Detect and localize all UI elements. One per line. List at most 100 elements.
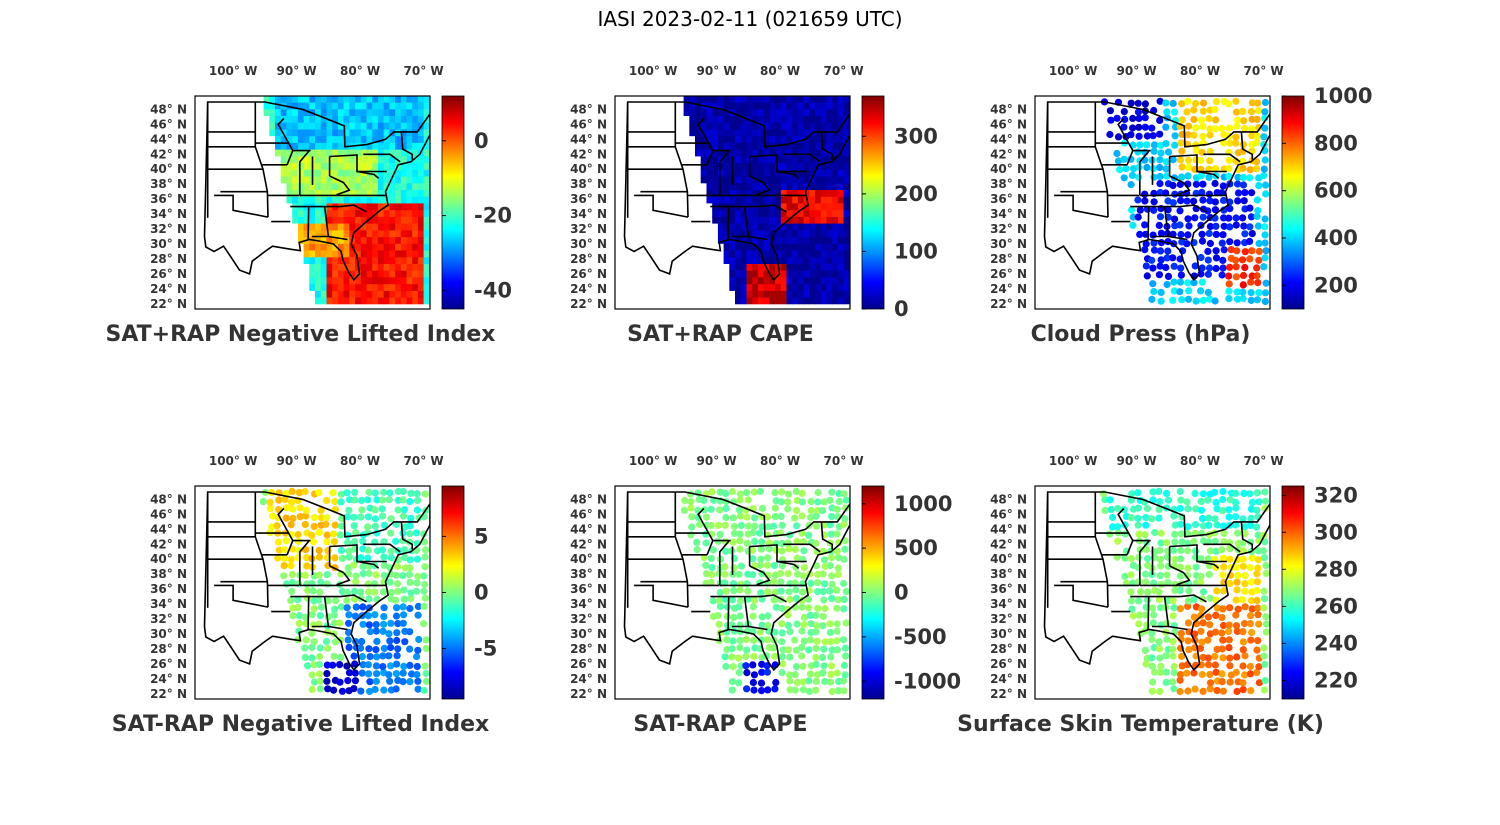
swath-cell [809,122,816,130]
state-border [329,154,358,158]
swath-cell [286,182,293,190]
sounding-dot [1239,539,1247,547]
swath-cell [343,290,350,298]
swath-cell [377,196,385,204]
sounding-dot [1247,278,1255,286]
swath-cell [843,196,850,204]
swath-cell [406,122,413,130]
sounding-dot [316,685,324,693]
swath-cell [803,182,810,190]
sounding-dot [722,504,730,512]
sounding-dot [406,564,414,572]
sounding-dot [364,580,372,588]
sounding-dot [1141,221,1149,229]
swath-cell [406,142,413,150]
swath-cell [712,209,719,217]
swath-cell [820,202,828,211]
swath-cell [297,196,305,204]
state-borders [1043,491,1270,672]
swath-cell [315,250,322,258]
swath-cell [406,115,413,123]
swath-cell [740,142,748,150]
sounding-dot [729,538,737,546]
sounding-dot [357,644,365,652]
swath-cell [412,263,419,271]
sounding-dot [1156,262,1164,270]
sounding-dot [786,653,794,661]
swath-cell [337,135,345,143]
sounding-dot [1225,513,1233,521]
sounding-dot [1170,685,1178,693]
swath-cell [706,182,713,190]
swath-cell [780,276,788,285]
sounding-dot [707,521,715,530]
swath-cell [780,128,788,137]
swath-cell [706,135,713,143]
sounding-dot [1233,288,1241,296]
swath-cell [286,122,293,130]
sounding-dot [1247,597,1256,605]
sounding-dot [323,496,331,505]
swath-cell [740,290,748,298]
sounding-dot [736,512,745,520]
swath-cell [395,223,402,231]
sounding-dot [1204,496,1212,504]
sounding-dot [1213,521,1221,529]
swath-cell [723,250,730,258]
swath-cell [757,270,765,278]
sounding-dot [743,539,751,547]
sounding-dot [371,522,379,530]
sounding-dot [295,612,303,620]
sounding-dot [1226,238,1234,246]
swath-cell [826,290,833,298]
sounding-dot [394,620,402,628]
swath-cell [315,256,322,264]
sounding-dot [721,570,729,578]
swath-cell [769,276,776,285]
swath-cell [769,256,776,264]
swath-cell [757,243,765,251]
state-border [1147,206,1150,241]
sounding-dot [1233,295,1242,303]
sounding-dot [296,513,304,521]
sounding-dot [793,678,801,686]
swath-cell [366,122,373,130]
swath-cell [735,169,742,177]
swath-cell [412,223,419,231]
swath-cell [763,216,770,224]
sounding-dot [1192,100,1200,108]
swath-cell [723,162,730,170]
sounding-dot [1163,108,1171,116]
swath-cell [746,122,753,130]
sounding-dot [1197,116,1206,124]
sounding-dot [1141,190,1149,198]
sounding-dot [1247,514,1255,522]
sounding-dot [728,547,736,555]
sounding-dot [393,636,401,645]
swath-cell [820,102,828,110]
sounding-dot [1254,207,1262,215]
lat-tick-label: 48° N [990,103,1027,117]
swath-cell [832,290,839,298]
swath-cell [757,122,765,130]
sounding-dot [784,569,792,578]
lat-tick-label: 46° N [570,507,607,521]
swath-cell [797,243,805,251]
swath-cell [315,176,322,184]
swath-cell [326,256,333,264]
sounding-dot [1232,611,1240,619]
swath-cell [757,276,765,285]
sounding-dot [1220,214,1228,222]
sounding-dot [1261,231,1269,239]
sounding-dot [1261,223,1269,231]
swath-cell [355,236,362,244]
swath-cell [820,189,828,197]
sounding-dot [1184,122,1193,130]
sounding-dot [1157,288,1165,296]
sounding-dot [1227,246,1235,254]
swath-cell [366,276,373,285]
swath-cell [712,182,719,190]
state-border [820,131,833,160]
sounding-dot [338,514,346,522]
swath-cell [717,122,725,130]
